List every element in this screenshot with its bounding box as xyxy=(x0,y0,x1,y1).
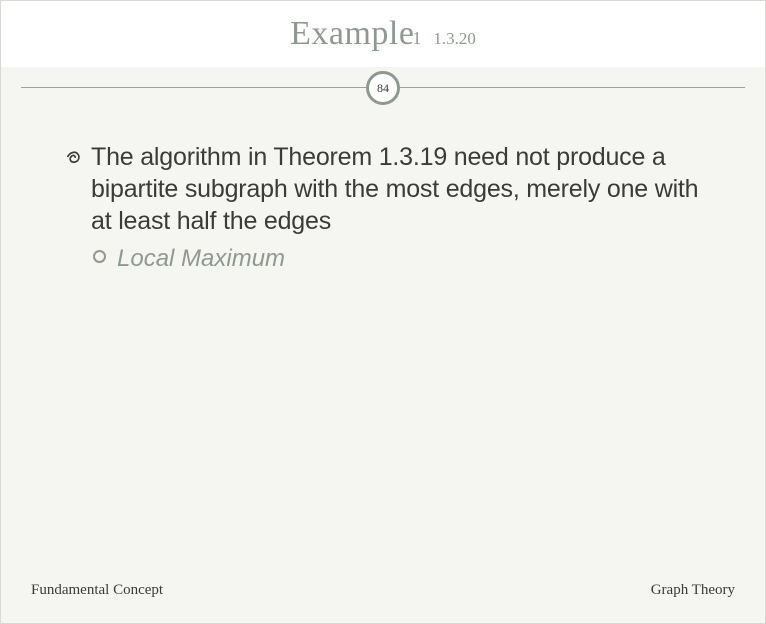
slide-title: Example1 1.3.20 xyxy=(1,15,765,53)
title-main: Example xyxy=(290,15,414,52)
circle-icon xyxy=(93,250,106,263)
title-reference: 1.3.20 xyxy=(433,29,476,48)
swirl-icon xyxy=(65,147,85,167)
page-number: 84 xyxy=(377,81,389,96)
title-subscript: 1 xyxy=(412,28,421,48)
footer-left: Fundamental Concept xyxy=(31,582,163,599)
content-area: The algorithm in Theorem 1.3.19 need not… xyxy=(65,141,725,274)
sub-bullet-item: Local Maximum xyxy=(65,243,725,274)
bullet-item: The algorithm in Theorem 1.3.19 need not… xyxy=(65,141,725,237)
bullet-text: The algorithm in Theorem 1.3.19 need not… xyxy=(91,143,698,235)
page-number-badge: 84 xyxy=(366,71,400,105)
sub-bullet-text: Local Maximum xyxy=(117,245,285,272)
footer-right: Graph Theory xyxy=(651,582,735,599)
slide: Example1 1.3.20 84 The algorithm in Theo… xyxy=(0,0,766,624)
